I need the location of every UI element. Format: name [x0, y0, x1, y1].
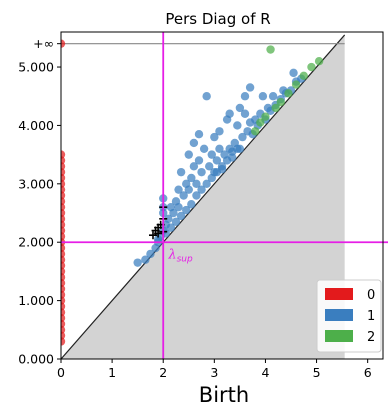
point-series-1 [174, 185, 183, 194]
point-series-1 [176, 211, 186, 221]
point-series-1 [217, 165, 227, 174]
point-series-2 [276, 97, 285, 107]
point-series-1 [199, 144, 209, 153]
point-series-1 [215, 144, 224, 153]
point-series-1 [207, 173, 216, 183]
plot-content [61, 34, 346, 359]
point-series-1 [222, 156, 232, 165]
series-2 [251, 45, 324, 136]
legend-swatch-0 [325, 288, 353, 300]
point-series-2 [299, 71, 308, 80]
point-series-1 [187, 200, 196, 209]
point-series-0 [61, 150, 66, 159]
point-series-1 [184, 150, 193, 159]
point-series-1 [238, 132, 247, 142]
legend: 0 1 2 [316, 279, 382, 353]
legend-label-2: 2 [367, 330, 375, 345]
point-series-1 [197, 185, 206, 194]
point-series-1 [187, 173, 196, 183]
point-series-2 [271, 103, 280, 113]
point-series-1 [169, 208, 178, 218]
point-series-1 [184, 185, 193, 194]
y-tick-label: 2.000 [18, 235, 54, 250]
point-series-1 [174, 202, 183, 212]
point-series-1 [189, 138, 199, 148]
point-series-1 [240, 92, 250, 101]
x-tick-label: 2 [159, 365, 167, 380]
y-tick-label: 1.000 [18, 293, 54, 308]
point-series-1 [225, 109, 234, 118]
point-series-2 [256, 118, 265, 127]
point-series-2 [284, 89, 293, 98]
x-axis-label: Birth [199, 383, 249, 404]
point-series-1 [268, 92, 278, 101]
point-series-1 [164, 214, 173, 224]
y-tick-label: 5.000 [18, 60, 54, 75]
point-series-1 [215, 127, 224, 136]
point-series-1 [235, 103, 245, 113]
x-tick-label: 3 [210, 365, 218, 380]
point-series-1 [197, 167, 206, 177]
diagonal-line [61, 34, 346, 359]
point-series-1 [258, 92, 268, 101]
point-series-2 [314, 56, 324, 66]
point-series-1 [141, 255, 150, 264]
point-series-1 [245, 83, 255, 92]
x-tick-label: 4 [261, 365, 269, 380]
point-series-1 [179, 191, 188, 200]
point-series-2 [266, 45, 275, 54]
point-series-1 [194, 156, 204, 165]
point-series-1 [202, 179, 211, 189]
lambda-annotation-subscript: sup [177, 255, 193, 265]
point-series-1 [212, 156, 222, 165]
point-series-1 [146, 249, 155, 259]
point-series-1 [207, 150, 216, 159]
plot-area: λsup [61, 32, 388, 359]
cross-marker [149, 231, 157, 240]
y-tick-label-infinity: +∞ [33, 36, 54, 51]
point-series-1 [233, 144, 242, 153]
point-series-1 [194, 129, 204, 139]
x-tick-label: 1 [108, 365, 116, 380]
point-series-1 [192, 179, 201, 189]
point-series-1 [171, 217, 181, 226]
point-series-1 [166, 223, 176, 232]
legend-swatch-1 [325, 309, 353, 321]
x-tick-label: 5 [313, 365, 321, 380]
y-tick-label: 3.000 [18, 176, 54, 191]
point-series-1 [205, 162, 214, 171]
point-series-1 [240, 109, 250, 118]
point-series-2 [251, 127, 260, 136]
point-series-1 [133, 258, 142, 267]
point-series-1 [189, 162, 199, 171]
x-tick-label: 0 [57, 365, 65, 380]
point-series-1 [289, 68, 298, 78]
point-series-1 [233, 121, 242, 130]
point-series-1 [192, 191, 201, 200]
series-0 [61, 39, 66, 346]
y-tick-label: 4.000 [18, 118, 54, 133]
point-series-2 [291, 80, 301, 89]
x-tick-label: 6 [364, 365, 372, 380]
legend-label-0: 0 [367, 288, 375, 303]
point-series-0 [61, 39, 66, 48]
point-series-1 [176, 167, 186, 177]
point-series-1 [210, 132, 219, 142]
y-tick-label: 0.000 [18, 352, 54, 367]
point-series-2 [261, 112, 270, 121]
chart-title: Pers Diag of R [165, 10, 270, 28]
legend-swatch-2 [325, 330, 353, 342]
axes: 0 1 2 3 4 5 6 0.000 1.000 2.000 3.000 4.000 5.000 +∞ [18, 31, 384, 380]
point-series-1 [182, 205, 191, 215]
series-1 [133, 68, 306, 267]
axes-frame [60, 31, 384, 360]
point-series-1 [202, 92, 211, 101]
point-series-2 [307, 62, 316, 72]
legend-label-1: 1 [367, 309, 375, 324]
